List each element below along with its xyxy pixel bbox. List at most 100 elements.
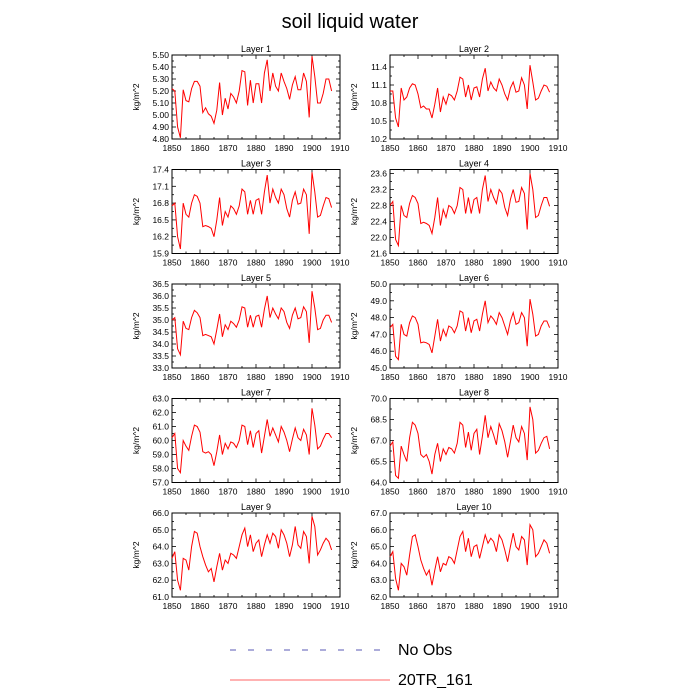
y-tick-label-layer-4: 22.8 bbox=[370, 201, 387, 211]
x-tick-label-layer-5: 1870 bbox=[219, 372, 238, 382]
panel-title-layer-9: Layer 9 bbox=[241, 502, 271, 512]
y-tick-label-layer-5: 36.0 bbox=[152, 291, 169, 301]
y-axis-label-layer-1: kg/m^2 bbox=[131, 83, 141, 110]
panel-title-layer-10: Layer 10 bbox=[456, 502, 491, 512]
y-axis-label-layer-5: kg/m^2 bbox=[131, 312, 141, 339]
y-axis-label-layer-4: kg/m^2 bbox=[349, 198, 359, 225]
x-tick-label-layer-1: 1850 bbox=[163, 143, 182, 153]
x-tick-label-layer-7: 1910 bbox=[331, 487, 350, 497]
y-tick-label-layer-4: 22.0 bbox=[370, 233, 387, 243]
x-tick-label-layer-9: 1900 bbox=[303, 601, 322, 611]
x-tick-label-layer-2: 1900 bbox=[521, 143, 540, 153]
y-tick-label-layer-1: 4.90 bbox=[152, 122, 169, 132]
y-tick-label-layer-7: 62.0 bbox=[152, 408, 169, 418]
x-tick-label-layer-5: 1860 bbox=[191, 372, 210, 382]
panel-title-layer-7: Layer 7 bbox=[241, 388, 271, 398]
y-tick-label-layer-10: 65.0 bbox=[370, 542, 387, 552]
x-tick-label-layer-2: 1890 bbox=[493, 143, 512, 153]
panels-group: Layer 1 4.80 4.90 5.00 5.10 5.20 5.30 5.40 5.50 1… bbox=[131, 44, 568, 611]
y-tick-label-layer-1: 5.00 bbox=[152, 110, 169, 120]
y-tick-label-layer-3: 16.8 bbox=[152, 198, 169, 208]
x-tick-label-layer-5: 1850 bbox=[163, 372, 182, 382]
y-tick-label-layer-3: 17.4 bbox=[152, 165, 169, 175]
x-tick-label-layer-9: 1890 bbox=[275, 601, 294, 611]
y-tick-label-layer-5: 34.0 bbox=[152, 339, 169, 349]
x-tick-label-layer-9: 1880 bbox=[247, 601, 266, 611]
y-tick-label-layer-9: 61.0 bbox=[152, 592, 169, 602]
x-tick-label-layer-5: 1880 bbox=[247, 372, 266, 382]
x-tick-label-layer-1: 1880 bbox=[247, 143, 266, 153]
y-tick-label-layer-5: 33.5 bbox=[152, 351, 169, 361]
x-tick-label-layer-6: 1890 bbox=[493, 372, 512, 382]
panel-title-layer-1: Layer 1 bbox=[241, 44, 271, 54]
y-tick-label-layer-1: 5.30 bbox=[152, 74, 169, 84]
y-tick-label-layer-7: 61.0 bbox=[152, 422, 169, 432]
x-tick-label-layer-5: 1900 bbox=[303, 372, 322, 382]
y-tick-label-layer-1: 5.40 bbox=[152, 62, 169, 72]
y-tick-label-layer-5: 36.5 bbox=[152, 279, 169, 289]
x-tick-label-layer-8: 1870 bbox=[437, 487, 456, 497]
x-tick-label-layer-3: 1850 bbox=[163, 258, 182, 268]
y-tick-label-layer-5: 35.5 bbox=[152, 303, 169, 313]
x-tick-label-layer-6: 1880 bbox=[465, 372, 484, 382]
x-tick-label-layer-2: 1850 bbox=[381, 143, 400, 153]
x-tick-label-layer-6: 1900 bbox=[521, 372, 540, 382]
x-tick-label-layer-4: 1890 bbox=[493, 258, 512, 268]
y-tick-label-layer-9: 63.0 bbox=[152, 558, 169, 568]
y-tick-label-layer-4: 23.2 bbox=[370, 185, 387, 195]
x-tick-label-layer-3: 1900 bbox=[303, 258, 322, 268]
x-tick-label-layer-3: 1910 bbox=[331, 258, 350, 268]
panel-layer-2: Layer 2 10.2 10.5 10.8 11.1 11.4 1850 1860 1870 1… bbox=[349, 44, 568, 153]
y-tick-label-layer-1: 5.50 bbox=[152, 50, 169, 60]
panel-layer-4: Layer 4 21.6 22.0 22.4 22.8 23.2 23.6 1850 1860 1… bbox=[349, 159, 568, 268]
y-tick-label-layer-7: 63.0 bbox=[152, 394, 169, 404]
y-tick-label-layer-4: 22.4 bbox=[370, 217, 387, 227]
x-tick-label-layer-6: 1850 bbox=[381, 372, 400, 382]
x-tick-label-layer-9: 1870 bbox=[219, 601, 238, 611]
y-tick-label-layer-6: 45.0 bbox=[370, 363, 387, 373]
x-tick-label-layer-2: 1870 bbox=[437, 143, 456, 153]
x-tick-label-layer-9: 1860 bbox=[191, 601, 210, 611]
y-tick-label-layer-6: 48.0 bbox=[370, 313, 387, 323]
series-line-20tr-161-layer-4 bbox=[389, 173, 551, 248]
series-line-20tr-161-layer-2 bbox=[390, 65, 551, 128]
y-tick-label-layer-10: 64.0 bbox=[370, 558, 387, 568]
y-tick-label-layer-5: 35.0 bbox=[152, 315, 169, 325]
x-tick-label-layer-2: 1860 bbox=[409, 143, 428, 153]
y-axis-label-layer-3: kg/m^2 bbox=[131, 198, 141, 225]
x-tick-label-layer-10: 1900 bbox=[521, 601, 540, 611]
x-tick-label-layer-8: 1860 bbox=[409, 487, 428, 497]
y-tick-label-layer-7: 59.0 bbox=[152, 450, 169, 460]
y-tick-label-layer-1: 5.10 bbox=[152, 98, 169, 108]
x-tick-label-layer-3: 1870 bbox=[219, 258, 238, 268]
y-tick-label-layer-6: 49.0 bbox=[370, 296, 387, 306]
y-tick-label-layer-9: 64.0 bbox=[152, 542, 169, 552]
y-tick-label-layer-9: 62.0 bbox=[152, 575, 169, 585]
y-tick-label-layer-4: 23.6 bbox=[370, 169, 387, 179]
x-tick-label-layer-8: 1900 bbox=[521, 487, 540, 497]
y-tick-label-layer-8: 67.0 bbox=[370, 436, 387, 446]
x-tick-label-layer-4: 1880 bbox=[465, 258, 484, 268]
panel-layer-6: Layer 6 45.0 46.0 47.0 48.0 49.0 50.0 1850 1860 1… bbox=[349, 273, 568, 382]
x-tick-label-layer-10: 1890 bbox=[493, 601, 512, 611]
y-axis-label-layer-7: kg/m^2 bbox=[131, 427, 141, 454]
x-tick-label-layer-5: 1910 bbox=[331, 372, 350, 382]
panel-title-layer-3: Layer 3 bbox=[241, 159, 271, 169]
y-tick-label-layer-5: 33.0 bbox=[152, 363, 169, 373]
x-tick-label-layer-10: 1860 bbox=[409, 601, 428, 611]
x-tick-label-layer-1: 1910 bbox=[331, 143, 350, 153]
x-tick-label-layer-4: 1850 bbox=[381, 258, 400, 268]
x-tick-label-layer-4: 1900 bbox=[521, 258, 540, 268]
y-tick-label-layer-6: 50.0 bbox=[370, 279, 387, 289]
y-axis-label-layer-8: kg/m^2 bbox=[349, 427, 359, 454]
y-tick-label-layer-2: 10.5 bbox=[370, 116, 387, 126]
y-axis-label-layer-6: kg/m^2 bbox=[349, 312, 359, 339]
y-tick-label-layer-10: 66.0 bbox=[370, 525, 387, 535]
x-tick-label-layer-10: 1910 bbox=[549, 601, 568, 611]
panel-title-layer-4: Layer 4 bbox=[459, 159, 489, 169]
x-tick-label-layer-7: 1860 bbox=[191, 487, 210, 497]
y-tick-label-layer-10: 63.0 bbox=[370, 575, 387, 585]
x-tick-label-layer-4: 1860 bbox=[409, 258, 428, 268]
